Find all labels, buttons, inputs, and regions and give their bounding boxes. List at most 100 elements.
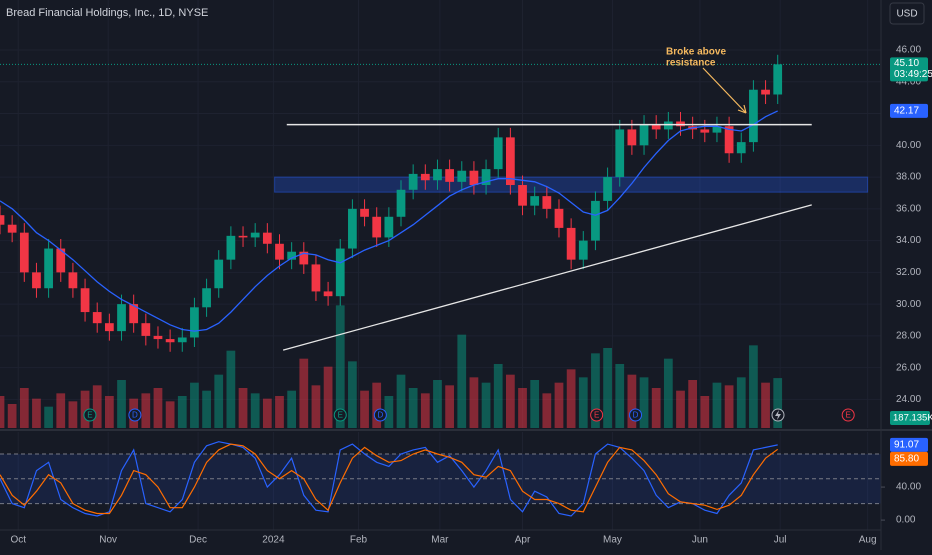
event-badge[interactable] [373,408,387,422]
volume-bar [372,382,382,428]
volume-bar [153,388,163,428]
event-badge[interactable] [83,408,97,422]
candle-body [420,173,430,181]
oscillator-tag [890,437,928,452]
x-tick-label: Oct [10,535,26,546]
volume-bar [19,388,29,428]
volume-bar [712,382,722,428]
candle-body [736,142,746,154]
event-label: E [87,411,92,420]
event-badge[interactable] [128,408,142,422]
volume-bar [408,388,418,428]
volume-bar [420,393,430,428]
volume-bar [724,385,734,428]
candle-body [384,216,394,238]
candle-body [153,335,163,340]
candle-body [530,196,540,206]
candle-body [68,272,78,289]
candle-body [712,126,722,133]
candle-body [542,196,552,209]
candle-body [7,224,17,233]
y-tick-label: 40.00 [896,482,921,493]
x-tick-label: 2024 [262,535,285,546]
candle-body [214,259,224,289]
candle-body [117,304,126,332]
volume-bar [396,374,406,428]
candle-body [372,216,382,238]
candle-body [627,129,637,146]
volume-bar [505,374,515,428]
candle-body [469,170,479,186]
candle-body [615,129,625,178]
volume-bar [80,390,90,428]
candle-body [445,169,454,182]
volume-bar [736,377,746,428]
volume-bar [68,401,78,428]
x-tick-label: Nov [99,535,117,546]
x-tick-label: Dec [189,535,207,546]
volume-bar [518,388,527,428]
y-tick-label: 24.00 [896,394,921,405]
volume-bar [177,396,187,428]
x-tick-label: Jun [692,535,708,546]
x-tick-label: Jul [774,535,787,546]
volume-bar [165,401,175,428]
volume-bar [749,345,758,428]
event-badge[interactable] [590,408,604,422]
drawing-layer [274,176,869,193]
candle-body [408,173,418,190]
volume-bar [493,364,503,428]
volume-bar [530,380,540,428]
event-badge[interactable] [333,408,347,422]
candle-body [80,288,90,313]
candle-body [104,323,114,332]
price-tag [890,57,928,82]
volume-bar [104,396,114,428]
volume-bar [32,398,41,428]
candle-body [761,89,770,95]
volume-bar [335,305,345,428]
volume-bar [554,382,564,428]
event-badge[interactable] [629,408,643,422]
volume-bar [384,396,394,428]
event-badge[interactable] [841,408,855,422]
volume-bar [676,390,685,428]
volume-bar [0,396,5,428]
x-tick-label: Apr [515,535,531,546]
currency-button[interactable] [889,2,925,25]
volume-bar [481,382,491,428]
currency-label[interactable]: USD [896,9,917,20]
x-tick-label: Feb [350,535,368,546]
volume-bar [214,374,224,428]
volume-bar [348,361,357,428]
candle-body [238,235,248,238]
volume-bar [542,393,552,428]
volume-bar [603,348,612,428]
volume-bar [262,398,272,428]
candle-body [663,121,673,130]
candle-body [651,124,661,130]
candle-body [518,185,527,206]
event-label: E [338,411,343,420]
axis-layer: 24.00 26.00 28.00 30.00 32.00 34.00 36.00 38.00… [10,45,932,546]
candle-body [250,232,260,238]
candle-body [348,208,357,249]
volume-bar [226,350,236,428]
y-tick-label: 44.00 [896,76,921,87]
candle-body [396,189,406,217]
volume-bar [117,380,126,428]
y-tick-label: 38.00 [896,172,921,183]
y-tick-label: 26.00 [896,362,921,373]
candle-body [505,137,515,186]
candle-body [44,248,53,289]
volume-bar [238,388,248,428]
volume-bar [469,377,479,428]
annotation-arrow [702,67,747,114]
volume-bar [457,334,467,428]
volume-bar [651,388,661,428]
candle-body [0,215,5,225]
candle-body [19,232,29,273]
candle-body [32,272,41,289]
annotation-text: Broke above [666,47,726,58]
